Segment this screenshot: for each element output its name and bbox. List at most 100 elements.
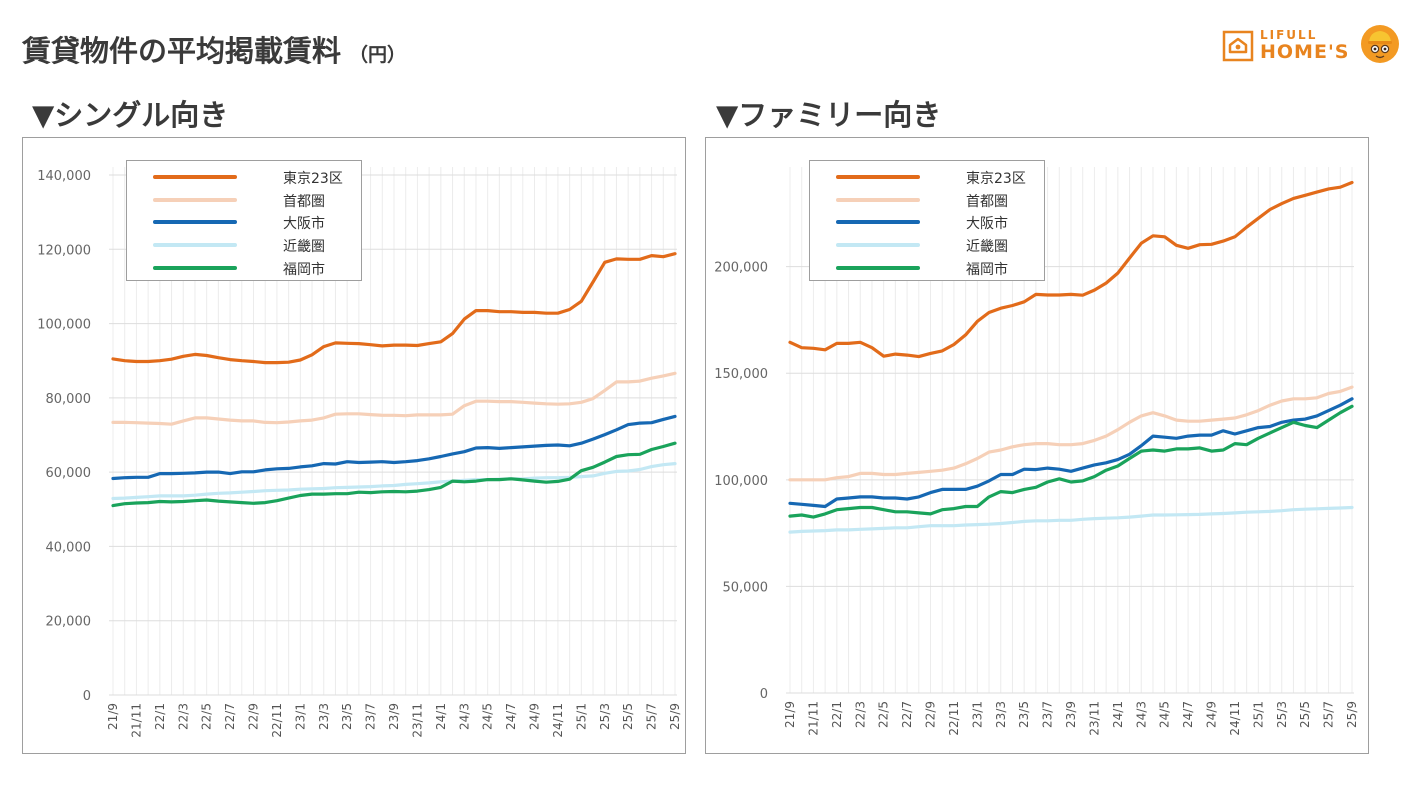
y-tick-label: 60,000 [46,466,92,481]
series-line [788,505,1354,534]
legend-item: 大阪市 [153,211,353,233]
x-tick-label: 25/1 [1251,701,1265,728]
x-tick-label: 23/7 [1041,701,1055,728]
legend-item: 大阪市 [836,211,1036,233]
x-tick-label: 23/3 [317,703,331,730]
section-title-family: ▼ファミリー向き [716,98,942,132]
x-tick-label: 24/3 [1134,701,1148,728]
chart-single-legend: 東京23区 首都圏 大阪市 近畿圏 福岡市 [126,160,362,281]
y-tick-label: 120,000 [37,243,91,258]
series-line [788,397,1354,509]
x-tick-label: 24/11 [1228,701,1242,736]
legend-item: 東京23区 [153,166,353,188]
x-tick-label: 24/1 [1111,701,1125,728]
x-tick-label: 25/5 [1298,701,1312,728]
x-tick-label: 22/3 [176,703,190,730]
y-tick-label: 50,000 [723,580,769,595]
legend-label: 東京23区 [283,171,343,187]
legend-label: 福岡市 [283,262,325,278]
x-tick-label: 21/9 [106,703,120,730]
legend-label: 首都圏 [283,194,325,210]
y-tick-label: 20,000 [46,615,92,630]
x-tick-label: 24/7 [504,703,518,730]
y-tick-label: 0 [83,689,91,704]
x-tick-label: 25/9 [668,703,682,730]
series-line [111,414,677,481]
y-tick-label: 100,000 [714,474,768,489]
x-tick-label: 22/7 [900,701,914,728]
x-tick-label: 23/3 [994,701,1008,728]
legend-label: 大阪市 [283,216,325,232]
brand-line1: LIFULL [1260,28,1318,42]
brand-line2: HOME'S [1260,41,1350,63]
y-tick-label: 80,000 [46,392,92,407]
series-line [111,441,677,508]
y-tick-label: 40,000 [46,540,92,555]
title-text: 賃貸物件の平均掲載賃料 [22,34,342,68]
y-tick-label: 200,000 [714,261,768,276]
legend-swatch [153,220,237,224]
x-tick-label: 22/1 [153,703,167,730]
x-tick-label: 22/11 [947,701,961,736]
legend-label: 近畿圏 [966,239,1008,255]
chart-family: 0 50,000 100,000 150,000 200,000 21/9 21/11 22/… [705,137,1369,754]
y-tick-label: 100,000 [37,318,91,333]
x-tick-label: 23/1 [970,701,984,728]
chart-family-legend: 東京23区 首都圏 大阪市 近畿圏 福岡市 [809,160,1045,281]
legend-swatch [836,175,920,179]
x-tick-label: 25/9 [1345,701,1359,728]
legend-swatch [836,266,920,270]
legend-item: 福岡市 [836,257,1036,279]
legend-label: 福岡市 [966,262,1008,278]
x-tick-label: 22/7 [223,703,237,730]
x-tick-label: 24/7 [1181,701,1195,728]
x-tick-label: 24/3 [457,703,471,730]
x-tick-label: 21/11 [129,703,143,738]
chart-single-plot: 0 20,000 40,000 60,000 80,000 100,000 120,000 1… [37,167,682,738]
legend-item: 首都圏 [836,189,1036,211]
legend-swatch [153,266,237,270]
x-tick-label: 25/7 [1322,701,1336,728]
series-line [111,252,677,365]
x-tick-label: 23/11 [1087,701,1101,736]
y-tick-label: 140,000 [37,169,91,184]
x-tick-label: 23/9 [387,703,401,730]
x-tick-label: 22/3 [853,701,867,728]
legend-label: 首都圏 [966,194,1008,210]
series-line [111,371,677,426]
x-tick-label: 24/9 [1205,701,1219,728]
y-tick-label: 150,000 [714,367,768,382]
x-tick-label: 23/5 [1017,701,1031,728]
series-line [788,404,1354,519]
brand-logo: LIFULL HOME'S [1222,24,1400,68]
legend-swatch [836,243,920,247]
unit-label: （円） [349,44,407,66]
y-tick-label: 0 [760,687,768,702]
x-tick-label: 23/7 [364,703,378,730]
page-title: 賃貸物件の平均掲載賃料 （円） [22,28,406,70]
x-tick-label: 25/1 [574,703,588,730]
x-tick-label: 22/9 [924,701,938,728]
series-line [111,462,677,501]
house-icon [1222,30,1254,62]
x-tick-label: 23/1 [293,703,307,730]
x-tick-label: 21/11 [806,701,820,736]
legend-item: 東京23区 [836,166,1036,188]
series-line [788,180,1354,359]
section-title-single: ▼シングル向き [32,98,229,132]
series-line [788,385,1354,482]
x-tick-label: 22/5 [200,703,214,730]
legend-item: 近畿圏 [836,234,1036,256]
mascot-icon [1361,25,1399,63]
x-tick-label: 22/11 [270,703,284,738]
x-tick-label: 24/11 [551,703,565,738]
x-tick-label: 23/9 [1064,701,1078,728]
legend-item: 福岡市 [153,257,353,279]
x-tick-label: 22/1 [830,701,844,728]
legend-item: 近畿圏 [153,234,353,256]
legend-label: 近畿圏 [283,239,325,255]
legend-label: 大阪市 [966,216,1008,232]
legend-swatch [836,198,920,202]
x-tick-label: 23/11 [410,703,424,738]
legend-item: 首都圏 [153,189,353,211]
